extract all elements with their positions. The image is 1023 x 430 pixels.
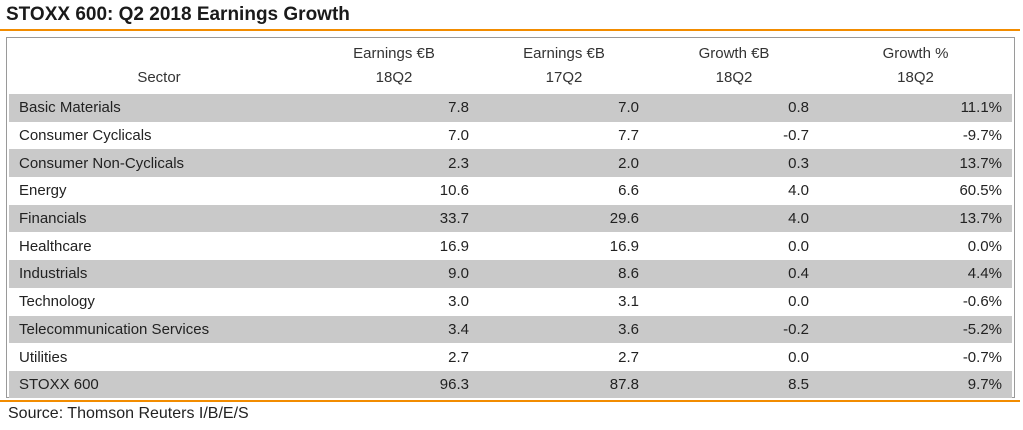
- earnings-17q2-cell: 16.9: [609, 237, 639, 255]
- growth-pct-cell: -5.2%: [819, 315, 1012, 344]
- sector-cell: Financials: [9, 204, 309, 233]
- table-row: Utilities 2.7 2.7 0.0 -0.7%: [9, 343, 1012, 371]
- earnings-17q2-cell: 8.6: [479, 260, 649, 288]
- earnings-18q2-cell: 2.3: [309, 149, 479, 178]
- growth-eur-cell: 0.8: [649, 94, 819, 122]
- sector-cell: Healthcare: [19, 237, 92, 255]
- growth-pct-cell: -9.7%: [962, 127, 1002, 145]
- growth-pct-cell: 60.5%: [959, 182, 1002, 200]
- earnings-17q2-cell: 6.6: [618, 182, 639, 200]
- earnings-18q2-cell: 7.0: [448, 127, 469, 145]
- earnings-17q2-cell: 2.7: [618, 348, 639, 366]
- growth-eur-cell: 0.0: [788, 293, 809, 311]
- source-note: Source: Thomson Reuters I/B/E/S: [8, 405, 249, 422]
- growth-pct-cell: -0.6%: [962, 293, 1002, 311]
- earnings-17q2-cell: 29.6: [479, 204, 649, 233]
- growth-pct-cell: 11.1%: [819, 94, 1012, 122]
- table-row: Industrials 9.0 8.6 0.4 4.4%: [9, 260, 1012, 288]
- earnings-17q2-cell: 3.6: [479, 315, 649, 344]
- earnings-18q2-cell: 2.7: [448, 348, 469, 366]
- sector-cell: Utilities: [19, 348, 68, 366]
- earnings-18q2-cell: 10.6: [439, 182, 469, 200]
- page-title: STOXX 600: Q2 2018 Earnings Growth: [6, 4, 350, 25]
- growth-eur-cell: 4.0: [788, 182, 809, 200]
- growth-eur-cell: 0.0: [788, 348, 809, 366]
- header-growth-pct: Growth % 18Q2: [882, 45, 949, 86]
- table-row: Consumer Cyclicals 7.0 7.7 -0.7 -9.7%: [9, 122, 1012, 150]
- table-row: Technology 3.0 3.1 0.0 -0.6%: [9, 288, 1012, 316]
- sector-cell: Basic Materials: [9, 94, 309, 122]
- header-row: Sector Earnings €B 18Q2 Earnings €B 17Q2 G…: [9, 38, 1012, 94]
- growth-pct-cell: 0.0%: [967, 237, 1002, 255]
- growth-eur-cell: 0.4: [649, 260, 819, 288]
- table-row: Energy 10.6 6.6 4.0 60.5%: [9, 177, 1012, 205]
- earnings-17q2-cell: 3.1: [618, 293, 639, 311]
- growth-pct-cell: 13.7%: [819, 204, 1012, 233]
- table-row: Consumer Non-Cyclicals 2.3 2.0 0.3 13.7%: [9, 149, 1012, 178]
- growth-eur-cell: 4.0: [649, 204, 819, 233]
- earnings-18q2-cell: 7.8: [309, 94, 479, 122]
- earnings-18q2-cell: 33.7: [309, 204, 479, 233]
- header-earnings-17q2: Earnings €B 17Q2: [523, 45, 605, 86]
- total-growth-pct-cell: 9.7%: [819, 370, 1012, 398]
- earnings-17q2-cell: 7.0: [479, 94, 649, 122]
- sector-cell: Technology: [19, 293, 95, 311]
- earnings-table: Sector Earnings €B 18Q2 Earnings €B 17Q2 G…: [9, 38, 1012, 398]
- growth-pct-cell: 13.7%: [819, 149, 1012, 178]
- earnings-18q2-cell: 16.9: [439, 237, 469, 255]
- total-earnings-18q2-cell: 96.3: [309, 370, 479, 398]
- growth-eur-cell: 0.0: [788, 237, 809, 255]
- total-growth-eur-cell: 8.5: [649, 370, 819, 398]
- header-growth-eur: Growth €B 18Q2: [698, 45, 770, 86]
- growth-pct-cell: 4.4%: [819, 260, 1012, 288]
- table-row: Healthcare 16.9 16.9 0.0 0.0%: [9, 232, 1012, 260]
- table-body: Basic Materials 7.8 7.0 0.8 11.1% Consumer Cy…: [9, 94, 1012, 371]
- total-earnings-17q2-cell: 87.8: [479, 370, 649, 398]
- growth-eur-cell: -0.7: [783, 127, 809, 145]
- earnings-18q2-cell: 3.0: [448, 293, 469, 311]
- sector-cell: Consumer Non-Cyclicals: [9, 149, 309, 178]
- bottom-accent-rule: [0, 400, 1020, 402]
- growth-eur-cell: -0.2: [649, 315, 819, 344]
- sector-cell: Consumer Cyclicals: [19, 127, 152, 145]
- earnings-17q2-cell: 7.7: [618, 127, 639, 145]
- header-earnings-18q2: Earnings €B 18Q2: [353, 45, 435, 86]
- earnings-18q2-cell: 9.0: [309, 260, 479, 288]
- earnings-table-frame: Sector Earnings €B 18Q2 Earnings €B 17Q2 G…: [6, 37, 1015, 398]
- header-sector: Sector: [137, 69, 181, 86]
- top-accent-rule: [0, 29, 1020, 31]
- table-row: Telecommunication Services 3.4 3.6 -0.2 -5.2…: [9, 315, 1012, 344]
- earnings-18q2-cell: 3.4: [309, 315, 479, 344]
- growth-eur-cell: 0.3: [649, 149, 819, 178]
- table-row: Basic Materials 7.8 7.0 0.8 11.1%: [9, 94, 1012, 122]
- total-row: STOXX 600 96.3 87.8 8.5 9.7%: [9, 370, 1012, 398]
- sector-cell: Energy: [19, 182, 67, 200]
- earnings-17q2-cell: 2.0: [479, 149, 649, 178]
- growth-pct-cell: -0.7%: [962, 348, 1002, 366]
- sector-cell: Telecommunication Services: [9, 315, 309, 344]
- sector-cell: Industrials: [9, 260, 309, 288]
- table-row: Financials 33.7 29.6 4.0 13.7%: [9, 204, 1012, 233]
- total-sector-cell: STOXX 600: [9, 370, 309, 398]
